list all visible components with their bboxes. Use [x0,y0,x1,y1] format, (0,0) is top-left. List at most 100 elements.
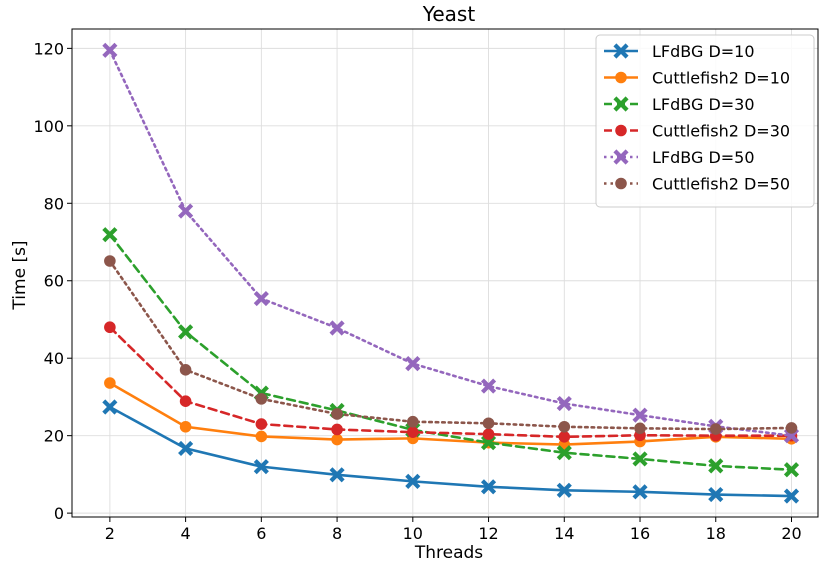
data-point [556,445,572,461]
data-point [104,321,116,334]
data-point [783,462,800,478]
data-point [102,227,118,243]
legend-entry: Cuttlefish2 D=30 [604,122,790,141]
legend-marker [613,96,629,112]
legend-label: Cuttlefish2 D=30 [652,122,790,141]
data-point [104,377,116,389]
series-4 [102,42,800,444]
data-point [556,482,572,498]
data-point [253,290,269,307]
data-point [329,467,345,483]
y-tick-label: 40 [44,349,64,368]
data-point [708,458,724,474]
data-point [708,486,724,503]
chart-title: Yeast [422,2,476,26]
legend-marker [615,71,627,84]
series-0 [102,399,800,504]
y-tick-label: 80 [44,194,64,213]
grid-lines [72,29,818,517]
legend-entry: LFdBG D=10 [604,42,755,61]
x-tick-label: 10 [403,524,423,543]
data-point [178,440,194,457]
data-point [407,415,419,428]
data-point [331,433,343,446]
data-point [405,356,421,372]
series-line [108,49,793,437]
data-point [407,426,419,438]
data-point [331,408,343,420]
data-point [179,420,192,433]
series-line [108,259,793,431]
x-tick-label: 12 [478,524,498,543]
legend-entry: Cuttlefish2 D=50 [604,175,790,194]
data-point [558,420,571,433]
legend-marker [615,124,627,137]
data-point [405,473,421,489]
data-point [331,423,343,436]
legend-label: LFdBG D=10 [652,42,755,61]
x-tick-label: 4 [181,524,191,543]
data-point [709,423,722,435]
legend-marker [613,149,629,165]
x-axis-label: Threads [414,543,483,563]
data-point [632,407,648,423]
series-layer [102,42,800,504]
data-point [104,255,116,267]
legend-label: LFdBG D=50 [652,148,755,167]
y-axis-label: Time [s] [10,240,30,310]
data-point [178,203,194,219]
data-point [102,42,118,58]
data-point [632,484,648,500]
series-line [108,381,793,446]
data-point [634,422,646,435]
data-point [179,395,192,407]
plot-frame [71,28,819,518]
data-point [482,428,495,440]
data-point [102,399,118,415]
data-point [480,378,497,394]
series-3 [104,321,798,443]
legend-label: Cuttlefish2 D=10 [652,69,790,88]
legend-label: Cuttlefish2 D=50 [652,175,790,194]
x-tick-label: 6 [256,524,266,543]
x-tick-label: 8 [332,524,342,543]
y-tick-label: 100 [33,117,64,136]
legend-box [595,34,815,208]
data-point [329,320,345,336]
data-point [179,364,192,376]
series-line [108,325,793,439]
legend-entry: LFdBG D=30 [604,95,755,114]
data-point [255,430,268,443]
data-point [178,324,194,340]
legend-entry: LFdBG D=50 [604,148,755,167]
data-point [785,422,798,434]
y-tick-label: 120 [33,39,64,58]
data-point [783,488,800,504]
legend-marker [613,43,629,59]
series-1 [104,377,798,451]
data-point [480,479,497,495]
x-tick-label: 20 [781,524,801,543]
series-line [108,233,793,472]
data-point [482,417,495,430]
data-point [255,393,268,405]
legend-marker [615,177,627,190]
x-axis: 2 4 6 8 10 12 14 16 18 20 [105,517,802,543]
x-tick-label: 2 [105,524,115,543]
data-point [556,395,572,412]
series-line [108,405,793,498]
data-point [253,459,269,475]
x-tick-label: 14 [554,524,574,543]
x-tick-label: 16 [630,524,650,543]
series-5 [104,255,798,435]
y-tick-label: 20 [44,427,64,446]
x-tick-label: 18 [706,524,726,543]
y-tick-label: 0 [54,504,64,523]
legend-entry: Cuttlefish2 D=10 [604,69,790,88]
series-2 [102,227,800,478]
legend-label: LFdBG D=30 [652,95,755,114]
y-axis: 0 20 40 60 80 100 120 [33,39,72,523]
data-point [632,451,648,467]
y-tick-label: 60 [44,272,64,291]
